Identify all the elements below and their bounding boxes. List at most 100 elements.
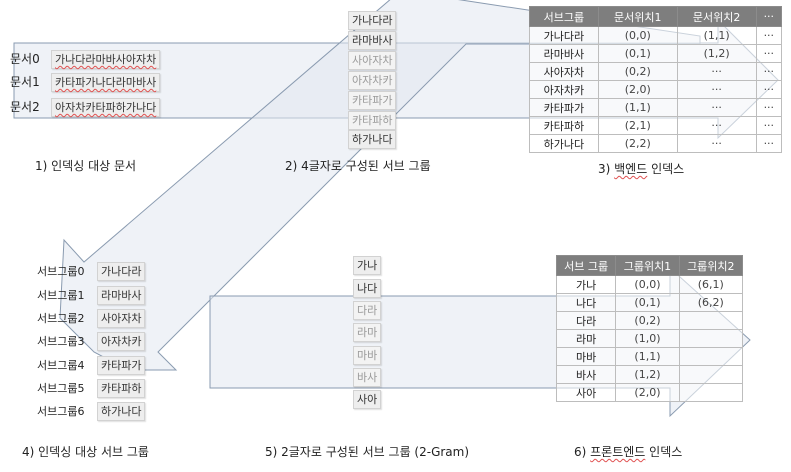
caption-keyword: 프론트엔드 [590,445,646,459]
table-cell [678,347,744,366]
table-cell: ··· [676,62,757,81]
subgroup-chip: 사아자차 [97,309,146,328]
table-row: 아자차카 (2,0) ··· ··· [529,80,783,99]
doc-label: 문서0 [10,52,40,66]
table-cell: (0,1) [615,293,680,312]
table-cell: (0,1) [597,44,678,63]
caption-indexing-documents: 1) 인덱싱 대상 문서 [35,159,137,173]
table-cell: (2,0) [615,383,680,402]
caption-backend-index: 3) 백엔드 인덱스 [598,160,684,177]
subgroup4-chip: 아자차카 [348,71,397,90]
caption-tail: 인덱스 [645,445,683,459]
table-cell: 마바 [555,347,617,366]
subgroup4-chip: 사아자차 [348,51,397,70]
table-cell: 가나다라 [529,26,599,45]
caption-frontend-index: 6) 프론트엔드 인덱스 [574,443,682,460]
table-cell: ··· [755,26,783,45]
column-header: 그룹위치1 [615,255,680,276]
table-cell: (1,2) [615,365,680,384]
table-row: 가나 (0,0) (6,1) [555,275,744,294]
table-row: 카타파하 (2,1) ··· ··· [529,116,783,135]
subgroup-chip: 라마바사 [97,286,146,305]
subgroup-chip: 카타파가 [97,356,146,375]
subgroup4-chip: 하가나다 [348,130,397,149]
table-cell: ··· [755,44,783,63]
table-cell [678,365,744,384]
subgroup-chip: 가나다라 [97,262,146,281]
table-row: 가나다라 (0,0) (1,1) ··· [529,26,783,45]
table-cell: (0,0) [615,275,680,294]
table-row: 마바 (1,1) [555,347,744,366]
subgroup4-chip: 카타파하 [348,111,397,130]
subgroup-label: 서브그룹4 [37,359,85,372]
subgroup-label: 서브그룹1 [37,289,85,302]
table-cell: 하가나다 [529,134,599,153]
table-header-row: 서브 그룹 그룹위치1 그룹위치2 [555,255,744,276]
table-header-row: 서브그룹 문서위치1 문서위치2 ··· [529,6,783,27]
table-cell: (2,1) [597,116,678,135]
table-cell: ··· [755,62,783,81]
subgroup-label: 서브그룹6 [37,405,85,418]
column-header: ··· [755,6,783,27]
caption-number: 6) [574,445,591,459]
table-cell: 아자차카 [529,80,599,99]
table-cell: 카타파하 [529,116,599,135]
table-cell: ··· [676,98,757,117]
table-cell: (6,2) [678,293,744,312]
caption-tail: 인덱스 [647,162,685,176]
bigram-chip: 가나 [353,256,382,275]
table-cell: ··· [676,80,757,99]
table-cell: (1,1) [615,347,680,366]
subgroup-chip: 하가나다 [97,402,146,421]
table-cell: ··· [755,98,783,117]
table-row: 하가나다 (2,2) ··· ··· [529,134,783,153]
subgroup-label: 서브그룹2 [37,312,85,325]
doc-label: 문서1 [10,75,40,89]
subgroup4-chip: 라마바사 [348,31,397,50]
table-cell: 카타파가 [529,98,599,117]
caption-number: 3) [598,162,615,176]
table-row: 사아자차 (0,2) ··· ··· [529,62,783,81]
table-row: 다라 (0,2) [555,311,744,330]
column-header: 서브그룹 [529,6,599,27]
table-row: 라마바사 (0,1) (1,2) ··· [529,44,783,63]
subgroup-label: 서브그룹5 [37,382,85,395]
table-cell: (1,1) [676,26,757,45]
table-cell: (0,0) [597,26,678,45]
table-cell [678,311,744,330]
caption-2gram-subgroups: 5) 2글자로 구성된 서브 그룹 (2-Gram) [265,445,470,459]
bigram-chip: 사아 [353,390,382,409]
table-cell: 나다 [555,293,617,312]
table-cell: (2,2) [597,134,678,153]
column-header: 문서위치1 [597,6,678,27]
table-cell: ··· [755,134,783,153]
table-cell: (6,1) [678,275,744,294]
backend-index-table: 서브그룹 문서위치1 문서위치2 ··· 가나다라 (0,0) (1,1) ··… [529,6,783,153]
doc-label: 문서2 [10,100,40,114]
table-cell [678,383,744,402]
bigram-chip: 마바 [353,346,382,365]
table-cell: ··· [676,134,757,153]
table-cell: ··· [755,116,783,135]
table-row: 바사 (1,2) [555,365,744,384]
table-cell: ··· [676,116,757,135]
column-header: 그룹위치2 [678,255,744,276]
table-row: 카타파가 (1,1) ··· ··· [529,98,783,117]
table-cell: (1,1) [597,98,678,117]
column-header: 서브 그룹 [555,255,617,276]
bigram-chip: 라마 [353,323,382,342]
subgroup4-chip: 카타파가 [348,91,397,110]
frontend-index-table: 서브 그룹 그룹위치1 그룹위치2 가나 (0,0) (6,1) 나다 (0,1… [555,255,744,402]
doc-text: 카타파가나다라마바사 [51,73,161,92]
caption-4char-subgroups: 2) 4글자로 구성된 서브 그룹 [285,159,431,173]
table-cell: 사아 [555,383,617,402]
table-cell: 다라 [555,311,617,330]
subgroup-chip: 아자차카 [97,332,146,351]
bigram-chip: 다라 [353,301,382,320]
table-cell [678,329,744,348]
table-row: 나다 (0,1) (6,2) [555,293,744,312]
table-cell: ··· [755,80,783,99]
caption-keyword: 백엔드 [614,162,648,176]
caption-indexing-subgroups: 4) 인덱싱 대상 서브 그룹 [22,445,149,459]
